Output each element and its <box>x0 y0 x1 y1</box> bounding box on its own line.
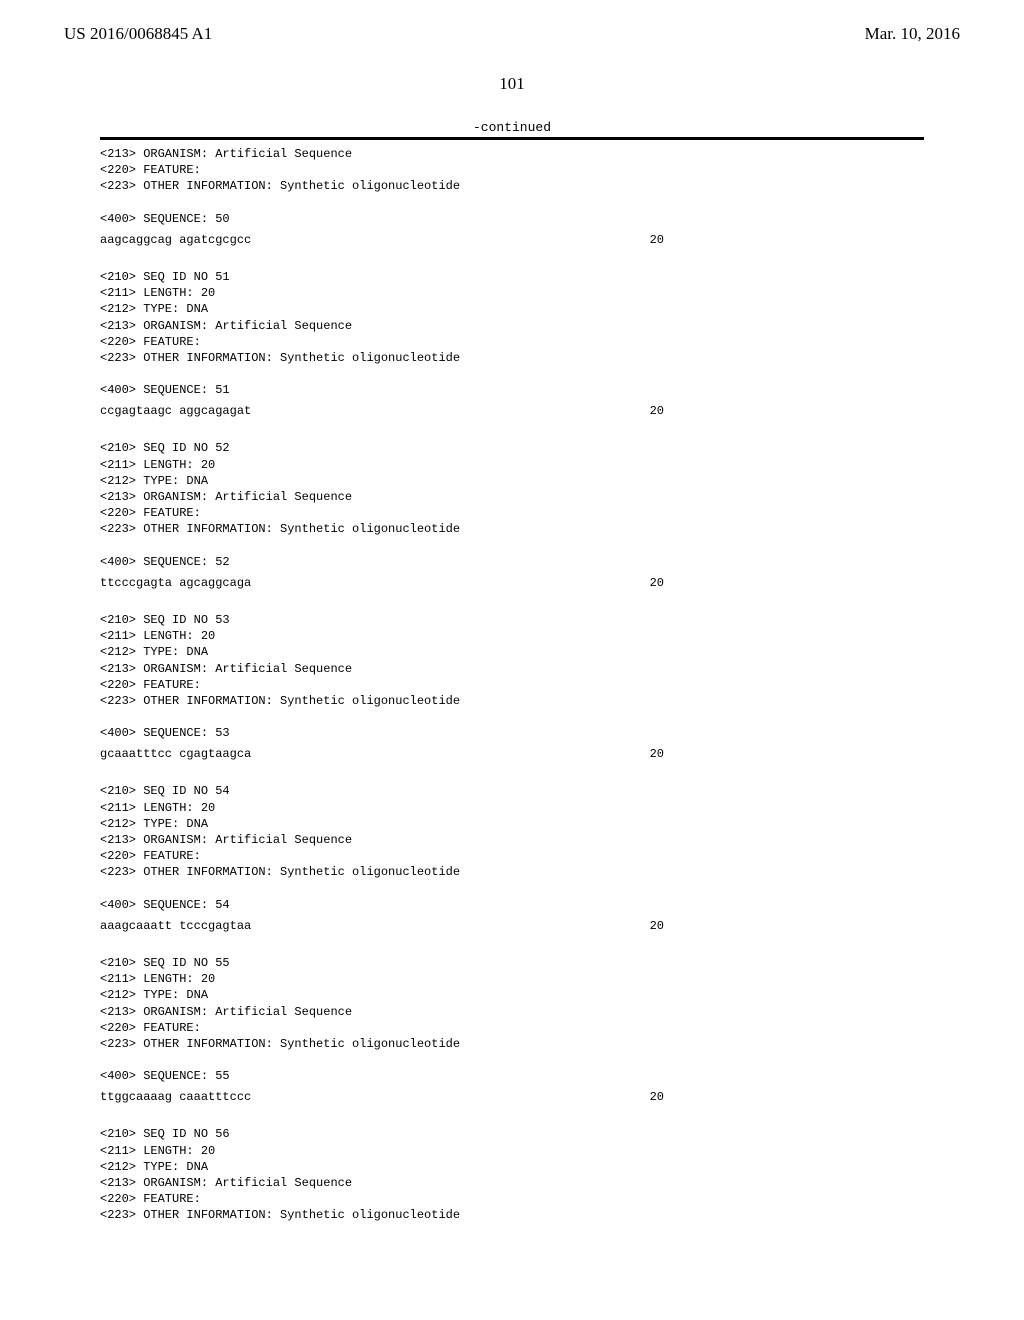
page-number: 101 <box>0 74 1024 94</box>
sequence-row: ttcccgagta agcaggcaga 20 <box>100 576 924 590</box>
seq-block: <210> SEQ ID NO 54 <211> LENGTH: 20 <212… <box>100 783 924 913</box>
seq-block: <210> SEQ ID NO 56 <211> LENGTH: 20 <212… <box>100 1126 924 1223</box>
seq-block: <210> SEQ ID NO 55 <211> LENGTH: 20 <212… <box>100 955 924 1085</box>
sequence-row: aagcaggcag agatcgcgcc 20 <box>100 233 924 247</box>
seq-line: <223> OTHER INFORMATION: Synthetic oligo… <box>100 179 460 193</box>
sequence-length: 20 <box>650 576 664 590</box>
seq-block: <210> SEQ ID NO 51 <211> LENGTH: 20 <212… <box>100 269 924 399</box>
sequence-text: aaagcaaatt tcccgagtaa <box>100 919 251 933</box>
publication-number: US 2016/0068845 A1 <box>64 24 212 44</box>
seq-line: <213> ORGANISM: Artificial Sequence <box>100 147 352 161</box>
sequence-text: gcaaatttcc cgagtaagca <box>100 747 251 761</box>
rule-top-thin <box>100 139 924 140</box>
sequence-length: 20 <box>650 919 664 933</box>
sequence-text: ttcccgagta agcaggcaga <box>100 576 251 590</box>
sequence-text: ccgagtaagc aggcagagat <box>100 404 251 418</box>
publication-date: Mar. 10, 2016 <box>865 24 960 44</box>
sequence-row: ccgagtaagc aggcagagat 20 <box>100 404 924 418</box>
document-header: US 2016/0068845 A1 Mar. 10, 2016 <box>0 0 1024 44</box>
sequence-text: ttggcaaaag caaatttccc <box>100 1090 251 1104</box>
sequence-row: ttggcaaaag caaatttccc 20 <box>100 1090 924 1104</box>
entries-container: <210> SEQ ID NO 51 <211> LENGTH: 20 <212… <box>0 247 1024 1224</box>
seq-block: <210> SEQ ID NO 53 <211> LENGTH: 20 <212… <box>100 612 924 742</box>
seq-line: <220> FEATURE: <box>100 163 201 177</box>
sequence-length: 20 <box>650 233 664 247</box>
sequence-row: aaagcaaatt tcccgagtaa 20 <box>100 919 924 933</box>
continued-label: -continued <box>0 120 1024 135</box>
seq-block-top: <213> ORGANISM: Artificial Sequence <220… <box>100 146 924 227</box>
seq-block: <210> SEQ ID NO 52 <211> LENGTH: 20 <212… <box>100 440 924 570</box>
sequence-length: 20 <box>650 747 664 761</box>
sequence-length: 20 <box>650 404 664 418</box>
sequence-row: gcaaatttcc cgagtaagca 20 <box>100 747 924 761</box>
seq-header: <400> SEQUENCE: 50 <box>100 212 230 226</box>
sequence-length: 20 <box>650 1090 664 1104</box>
sequence-text: aagcaggcag agatcgcgcc <box>100 233 251 247</box>
